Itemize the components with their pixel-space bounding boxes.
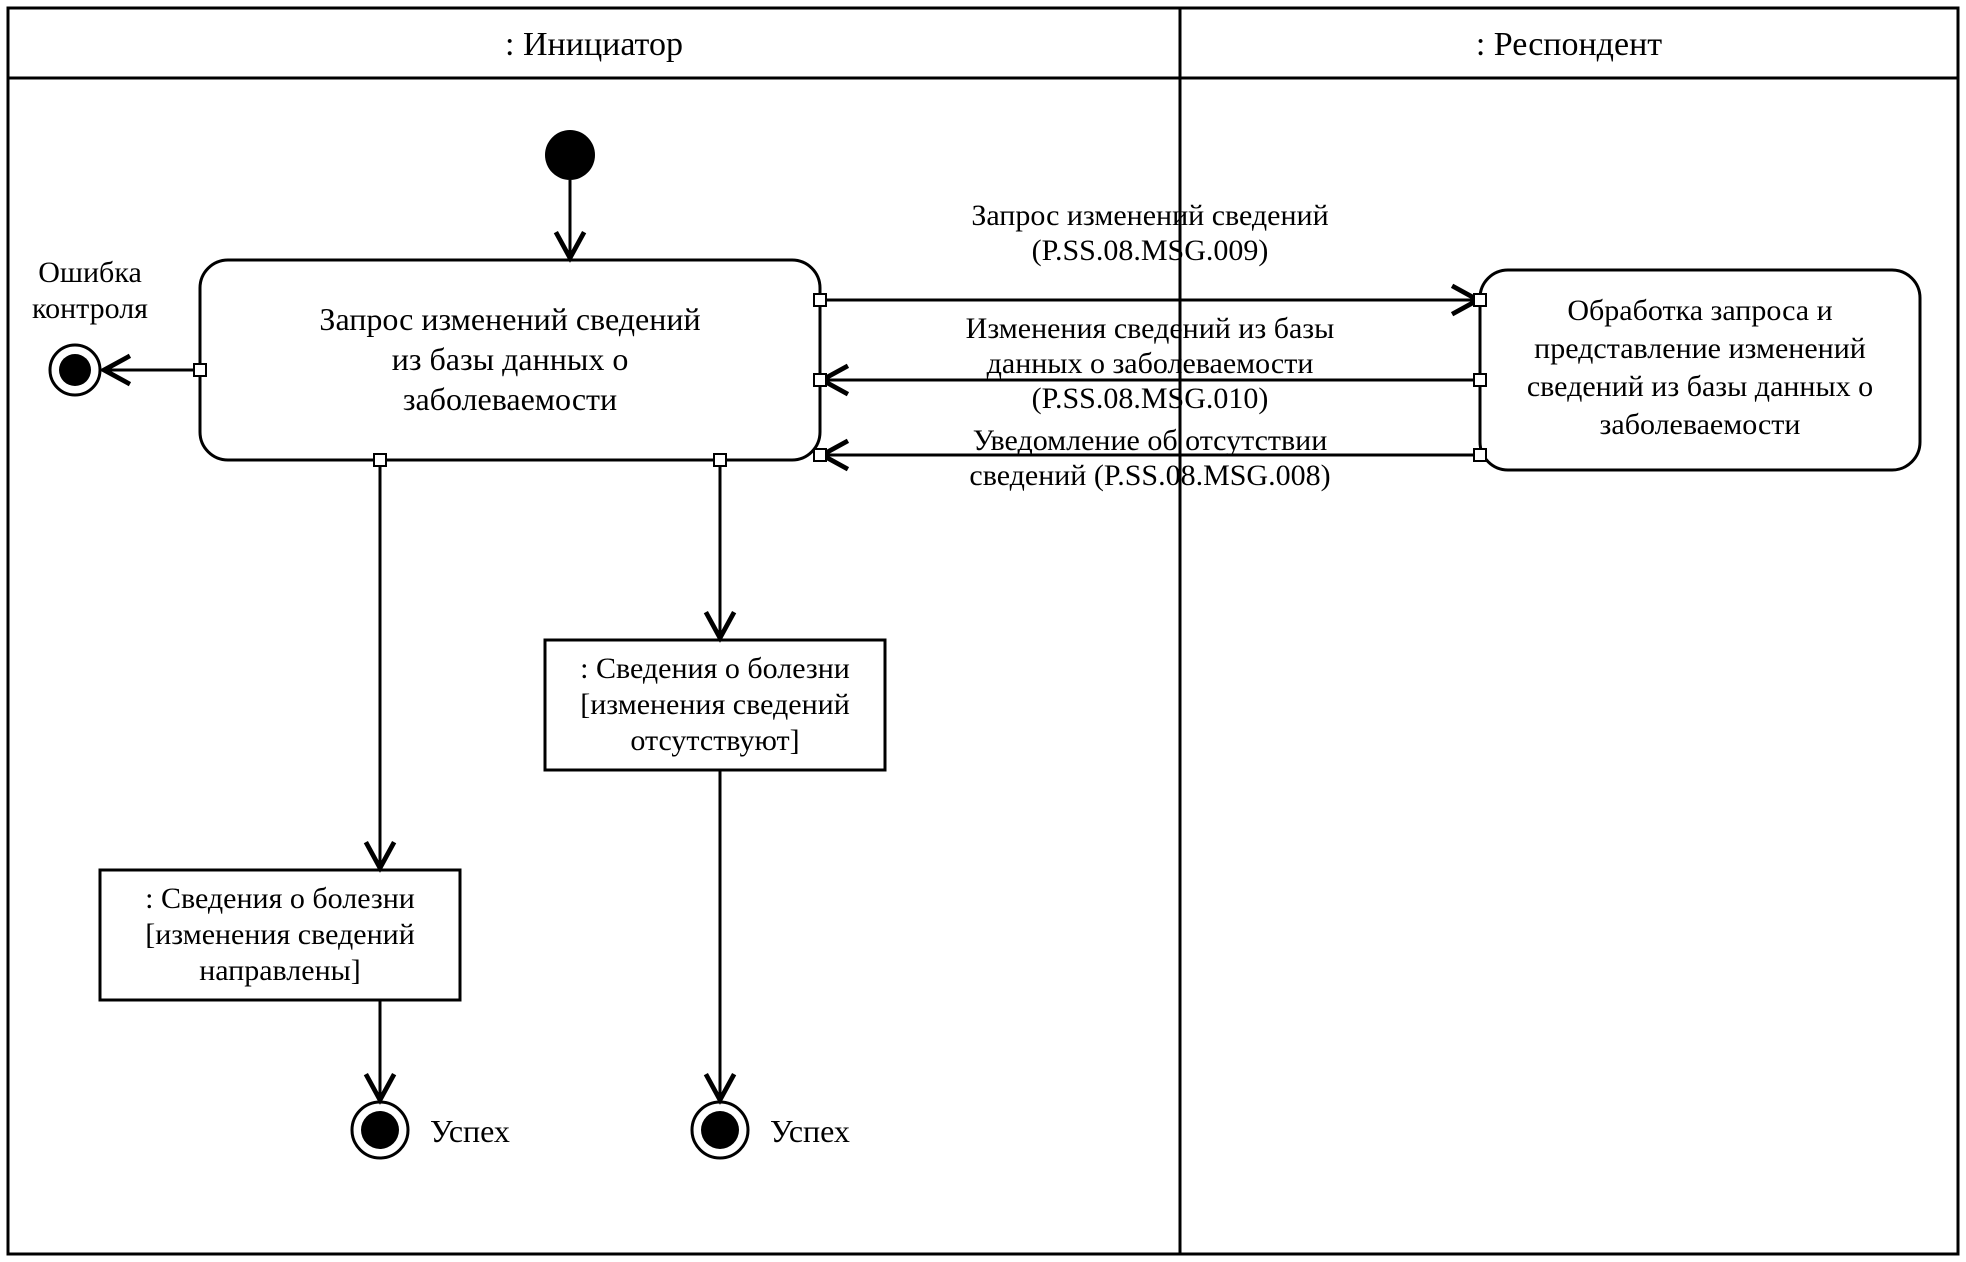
port-actL-e1 <box>814 294 826 306</box>
edge-msg-absent-l2: сведений (P.SS.08.MSG.008) <box>969 459 1330 492</box>
activity-diagram: : Инициатор : Респондент Ошибка контроля… <box>0 0 1966 1262</box>
swimlane-left-title: : Инициатор <box>505 26 683 63</box>
port-actR-w3 <box>1474 449 1486 461</box>
edge-msg-changes-l2: данных о заболеваемости <box>987 347 1314 380</box>
final-node-error <box>50 345 100 395</box>
activity-process-line1: Обработка запроса и <box>1567 294 1832 327</box>
object-absent-line2: [изменения сведений <box>580 688 850 721</box>
object-sent-line2: [изменения сведений <box>145 918 415 951</box>
port-actL-e2 <box>814 374 826 386</box>
final-node-right <box>692 1102 748 1158</box>
object-sent-line3: направлены] <box>199 954 361 987</box>
activity-process-line2: представление изменений <box>1534 332 1866 365</box>
final-error-label-1: Ошибка <box>38 256 142 289</box>
final-node-left <box>352 1102 408 1158</box>
activity-request-line2: из базы данных о <box>392 341 629 377</box>
port-actL-e3 <box>814 449 826 461</box>
object-absent-line1: : Сведения о болезни <box>580 652 850 685</box>
port-actL-s1 <box>374 454 386 466</box>
edge-msg-absent-l1: Уведомление об отсутствии <box>973 424 1328 457</box>
final-left-label: Успех <box>430 1113 510 1149</box>
final-right-label: Успех <box>770 1113 850 1149</box>
object-sent-line1: : Сведения о болезни <box>145 882 415 915</box>
activity-request-line1: Запрос изменений сведений <box>319 301 700 337</box>
object-absent-line3: отсутствуют] <box>630 724 799 757</box>
port-actL-s2 <box>714 454 726 466</box>
edge-msg-changes-l1: Изменения сведений из базы <box>966 312 1335 345</box>
port-actR-w2 <box>1474 374 1486 386</box>
activity-process-line4: заболеваемости <box>1600 408 1801 441</box>
swimlane-right-title: : Респондент <box>1476 26 1662 63</box>
edge-msg-request-l2: (P.SS.08.MSG.009) <box>1032 234 1269 267</box>
activity-process-line3: сведений из базы данных о <box>1527 370 1873 403</box>
edge-msg-changes-l3: (P.SS.08.MSG.010) <box>1032 382 1269 415</box>
port-actR-w1 <box>1474 294 1486 306</box>
final-error-label-2: контроля <box>32 292 148 325</box>
activity-request-line3: заболеваемости <box>403 381 617 417</box>
port-activity-left-west <box>194 364 206 376</box>
edge-msg-request-l1: Запрос изменений сведений <box>971 199 1328 232</box>
initial-node <box>545 130 595 180</box>
diagram-frame <box>8 8 1958 1254</box>
